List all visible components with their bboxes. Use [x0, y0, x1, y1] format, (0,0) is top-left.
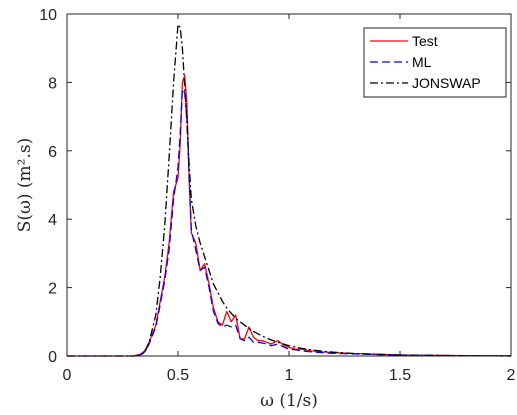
series-line-jonswap: [67, 23, 512, 357]
series-line-ml: [67, 88, 512, 357]
legend-label: JONSWAP: [412, 75, 481, 91]
series-line-test: [67, 74, 511, 357]
x-tick-label: 1.5: [389, 367, 411, 384]
y-axis-label: S(ω) (m².s): [15, 138, 35, 233]
ticks-layer: 0 0.5 1 1.5 2 0 2 4 6 8 10: [39, 7, 515, 384]
axes-box: [66, 13, 512, 357]
x-tick-label: 0: [63, 367, 72, 384]
x-tick-label: 2: [507, 367, 516, 384]
y-tick-label: 6: [48, 144, 57, 161]
x-axis-label: ω (1/s): [260, 391, 318, 411]
x-tick-label: 1: [285, 367, 294, 384]
y-tick-label: 2: [48, 281, 57, 298]
y-tick-label: 10: [39, 7, 57, 24]
series-layer: [67, 23, 512, 357]
y-tick-label: 4: [48, 212, 57, 229]
x-tick-label: 0.5: [167, 367, 189, 384]
legend-label: Test: [412, 33, 438, 49]
legend: Test ML JONSWAP: [363, 27, 507, 98]
legend-label: ML: [412, 54, 432, 70]
y-tick-label: 8: [48, 75, 57, 92]
y-tick-label: 0: [48, 349, 57, 366]
